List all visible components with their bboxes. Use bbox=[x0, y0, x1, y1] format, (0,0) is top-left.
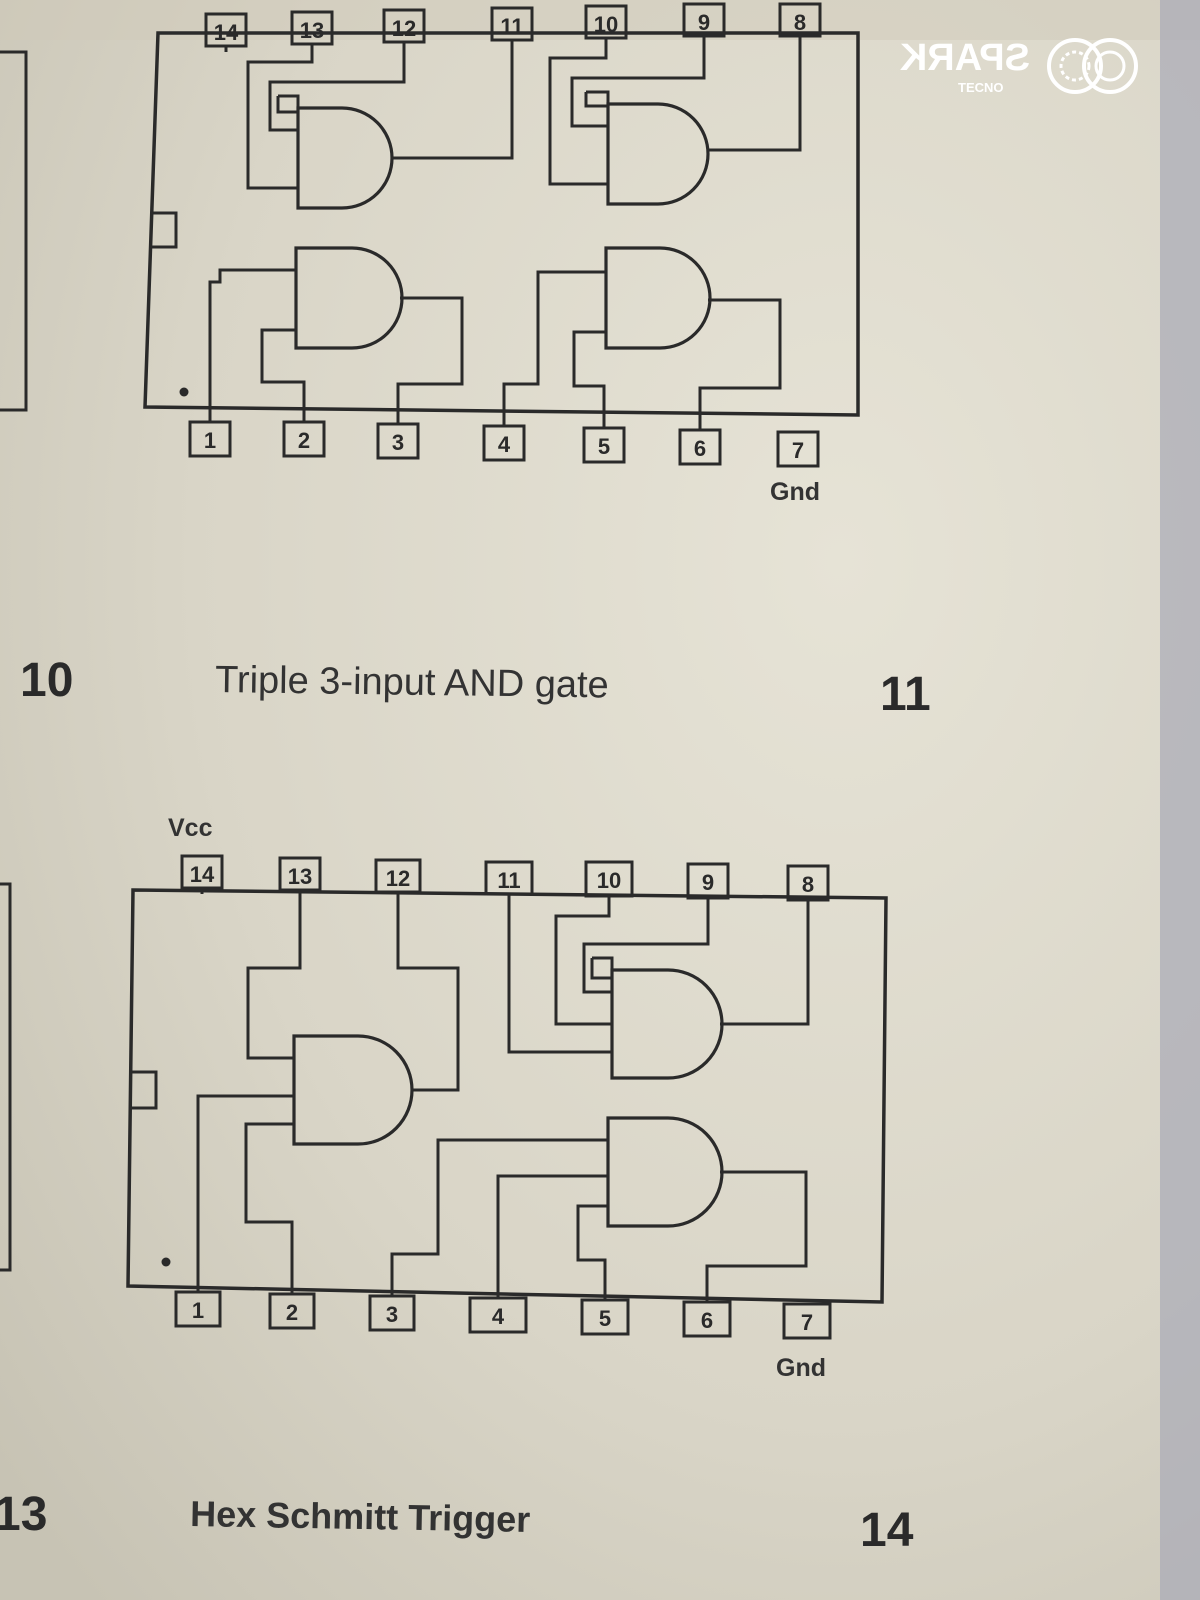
ic-top: 14 13 12 11 10 9 8 1 2 3 4 5 bbox=[143, 2, 860, 506]
ic-top-pin-12: 12 bbox=[392, 16, 416, 41]
ic-bottom-pin-9: 9 bbox=[702, 870, 714, 895]
ic-top-pin1-dot bbox=[179, 387, 189, 397]
bottom-caption-row: 13 Hex Schmitt Trigger 14 bbox=[0, 1488, 914, 1557]
ic-bottom-gnd-label: Gnd bbox=[776, 1354, 826, 1382]
ic-top-pin-14: 14 bbox=[214, 20, 239, 45]
watermark-maker: TECNO bbox=[958, 80, 1004, 95]
ic-bottom-wiring bbox=[196, 888, 810, 1302]
caption-hex-schmitt: Hex Schmitt Trigger bbox=[190, 1493, 531, 1540]
ic-bottom-pin-12: 12 bbox=[386, 866, 410, 891]
ic-top-pin-10: 10 bbox=[594, 12, 618, 37]
watermark-logo-icon bbox=[1047, 38, 1138, 94]
ic-bottom-pin-4: 4 bbox=[492, 1304, 505, 1329]
ic-bottom-pin-5: 5 bbox=[599, 1306, 611, 1331]
ic-top-pins-bottom: 1 2 3 4 5 6 7 bbox=[188, 420, 820, 468]
ic-top-pin-11: 11 bbox=[500, 14, 523, 39]
camera-watermark: SPARK TECNO bbox=[899, 37, 1138, 95]
ic-top-gate-3 bbox=[294, 246, 404, 350]
ic-bottom-pin-1: 1 bbox=[192, 1298, 204, 1323]
left-figure-number-13: 13 bbox=[0, 1488, 47, 1541]
ic-top-pins-top: 14 13 12 11 10 9 8 bbox=[204, 2, 822, 48]
ic-bottom-body bbox=[126, 888, 888, 1304]
ic-top-pin-3: 3 bbox=[392, 430, 404, 455]
ic-bottom-pins-top: 14 13 12 11 10 9 8 bbox=[180, 854, 830, 902]
ic-bottom-pin-3: 3 bbox=[386, 1302, 398, 1327]
ic-bottom-gate-1 bbox=[292, 1034, 414, 1146]
ic-bottom: Vcc 14 13 12 11 10 9 8 1 2 3 bbox=[126, 814, 888, 1382]
ic-top-gate-1 bbox=[296, 106, 394, 210]
ic-top-gate-4 bbox=[604, 246, 712, 350]
middle-caption-row: 10 Triple 3-input AND gate 11 bbox=[20, 654, 931, 721]
caption-triple-and: Triple 3-input AND gate bbox=[215, 659, 609, 706]
ic-bottom-pin-2: 2 bbox=[286, 1300, 298, 1325]
ic-top-pin-4: 4 bbox=[498, 432, 511, 457]
ic-top-notch bbox=[150, 211, 178, 249]
ic-bottom-pin-10: 10 bbox=[597, 868, 621, 893]
ic-top-pin-5: 5 bbox=[598, 434, 610, 459]
ic-top-pin-2: 2 bbox=[298, 428, 310, 453]
ic-bottom-pin-13: 13 bbox=[288, 864, 312, 889]
right-figure-number-11: 11 bbox=[880, 668, 931, 721]
ic-top-pin-7: 7 bbox=[792, 438, 804, 463]
ic-bottom-pin1-dot bbox=[161, 1257, 171, 1267]
ic-bottom-vcc-label: Vcc bbox=[168, 814, 213, 842]
right-figure-number-14: 14 bbox=[860, 1504, 914, 1557]
left-page-edge bbox=[0, 50, 28, 1272]
ic-top-gnd-label: Gnd bbox=[770, 478, 820, 506]
ic-top-gate-2 bbox=[606, 102, 710, 206]
ic-top-pin-6: 6 bbox=[694, 436, 706, 461]
ic-top-pin-8: 8 bbox=[794, 10, 806, 35]
ic-bottom-pin-11: 11 bbox=[497, 868, 520, 893]
ic-top-pin-1: 1 bbox=[204, 428, 216, 453]
ic-bottom-gate-3 bbox=[606, 1116, 724, 1228]
ic-top-pin-9: 9 bbox=[698, 10, 710, 35]
ic-top-wiring bbox=[208, 36, 802, 430]
ic-bottom-pin-8: 8 bbox=[802, 872, 814, 897]
ic-bottom-notch bbox=[130, 1070, 158, 1110]
ic-bottom-pin-6: 6 bbox=[701, 1308, 713, 1333]
left-figure-number-10: 10 bbox=[20, 654, 73, 707]
watermark-brand: SPARK bbox=[899, 37, 1030, 79]
ic-top-body bbox=[143, 31, 860, 417]
ic-top-pin-13: 13 bbox=[300, 18, 324, 43]
ic-bottom-pin-14: 14 bbox=[190, 862, 215, 887]
ic-bottom-gate-2 bbox=[610, 968, 724, 1080]
ic-bottom-pin-7: 7 bbox=[801, 1310, 813, 1335]
